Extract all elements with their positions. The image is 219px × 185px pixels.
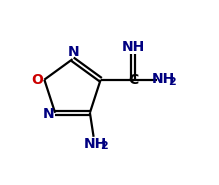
Text: O: O [31,73,43,87]
Text: NH: NH [122,40,145,54]
Text: NH: NH [84,137,108,151]
Text: C: C [128,73,139,87]
Text: N: N [68,45,79,59]
Text: 2: 2 [168,77,176,87]
Text: 2: 2 [101,141,108,151]
Text: NH: NH [152,72,175,86]
Text: N: N [42,107,54,121]
